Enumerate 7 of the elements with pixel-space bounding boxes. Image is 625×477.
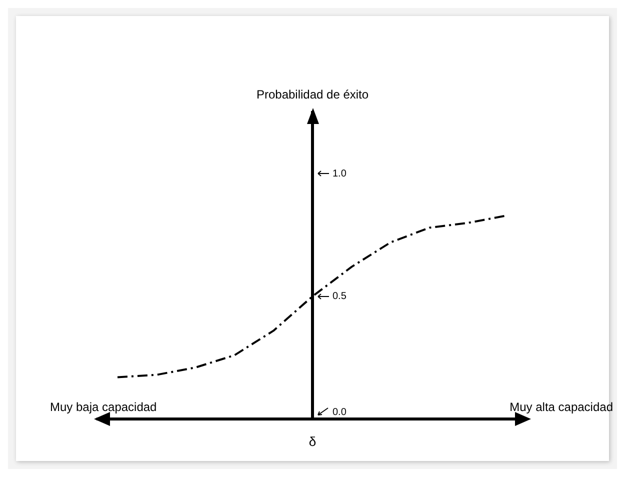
x-axis-title: δ [308,434,316,449]
y-tick-label: 0.0 [332,406,347,418]
y-axis-title: Probabilidad de éxito [256,88,369,102]
annotation: Muy baja capacidad [50,400,157,414]
annotation: Muy alta capacidad [510,400,613,414]
y-tick-label: 0.5 [332,291,347,302]
y-tick-label: 1.0 [332,168,347,180]
